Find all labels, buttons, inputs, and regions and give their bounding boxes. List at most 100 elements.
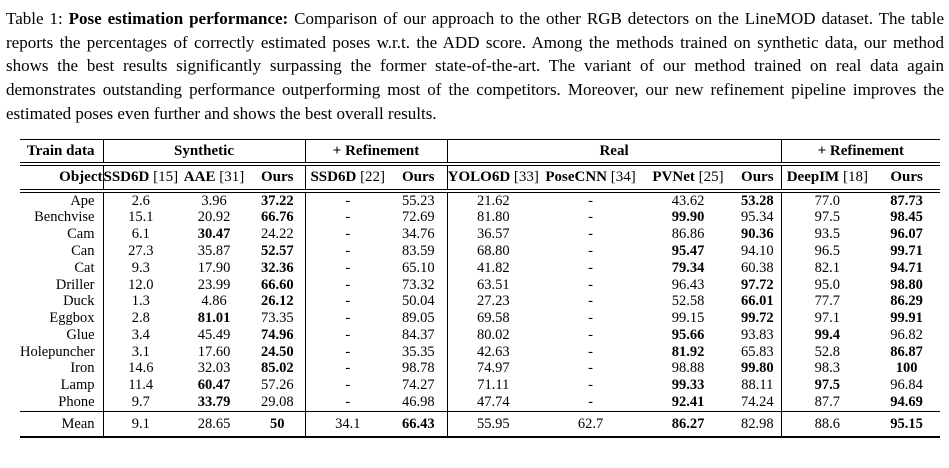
object-label: Phone — [20, 394, 104, 412]
value-cell: 98.88 — [671, 360, 705, 377]
value-cell: 98.80 — [890, 276, 923, 293]
value-cell: 96.82 — [890, 326, 923, 343]
object-label: Duck — [20, 293, 104, 311]
value-cell: 96.43 — [671, 276, 705, 293]
value-cell: 33.79 — [197, 394, 231, 411]
column-header-row: Object SSD6D [15] AAE [31] Ours SSD6D [22] Ou… — [20, 163, 941, 193]
method-header-ours-real: Ours — [734, 163, 782, 193]
value-cell: - — [345, 226, 351, 243]
value-cell: 77.0 — [814, 192, 841, 209]
value-cell: 9.7 — [131, 394, 150, 411]
value-cell: 69.58 — [476, 310, 510, 327]
value-cell: 89.05 — [390, 310, 448, 327]
value-cell: 46.98 — [390, 394, 448, 412]
value-cell: 52.57 — [250, 242, 306, 260]
value-cell: 99.90 — [671, 209, 705, 226]
object-header: Object — [20, 163, 104, 193]
group-header--refinement: + Refinement — [305, 139, 448, 166]
value-cell: 90.36 — [734, 226, 782, 243]
object-label: Cat — [20, 259, 104, 277]
value-cell: 34.1 — [305, 410, 391, 437]
method-citation: [33] — [510, 168, 539, 185]
value-cell: - — [588, 259, 593, 276]
value-cell: 50 — [250, 410, 306, 437]
value-cell: - — [345, 276, 351, 293]
object-row: Ape 2.6 3.96 37.22 - 55.23 21.62 - 43.62 53.28 77.… — [20, 190, 940, 210]
value-cell: 82.98 — [734, 410, 782, 437]
value-cell: 92.41 — [671, 394, 705, 411]
value-cell: - — [588, 394, 593, 411]
value-cell: 24.50 — [250, 343, 306, 361]
method-name: PoseCNN — [545, 168, 607, 185]
method-header-ssd6d22: SSD6D [22] — [305, 163, 391, 193]
value-cell: 95.0 — [814, 276, 841, 293]
value-cell: 3.1 — [131, 343, 150, 360]
value-cell: - — [345, 394, 351, 411]
value-cell: 99.33 — [671, 377, 705, 394]
caption-title: Pose estimation performance: — [68, 9, 289, 28]
value-cell: 99.80 — [734, 360, 782, 378]
method-citation: [22] — [356, 168, 386, 185]
value-cell: 17.60 — [197, 343, 231, 360]
value-cell: 97.5 — [814, 377, 841, 394]
value-cell: 80.02 — [476, 326, 510, 343]
value-cell: 21.62 — [476, 192, 510, 209]
object-row: Iron 14.6 32.03 85.02 - 98.78 74.97 - 98.88 99.80… — [20, 360, 940, 378]
value-cell: - — [588, 209, 593, 226]
value-cell: 94.69 — [890, 394, 923, 411]
value-cell: 86.29 — [890, 293, 923, 310]
value-cell: - — [588, 310, 593, 327]
object-label: Driller — [20, 276, 104, 294]
value-cell: 12.0 — [128, 276, 154, 293]
method-citation: [31] — [215, 168, 245, 185]
value-cell: 27.23 — [476, 293, 510, 310]
value-cell: 86.87 — [890, 343, 923, 360]
method-header-ours-ref1: Ours — [390, 163, 448, 193]
value-cell: 97.5 — [814, 209, 841, 226]
value-cell: 94.10 — [734, 242, 782, 260]
method-name: AAE — [183, 168, 216, 185]
method-name: Ours — [402, 168, 435, 185]
value-cell: 87.73 — [890, 192, 923, 209]
value-cell: 99.15 — [671, 310, 705, 327]
value-cell: 87.7 — [814, 394, 841, 411]
value-cell: 36.57 — [476, 226, 510, 243]
value-cell: 99.72 — [734, 310, 782, 327]
value-cell: - — [588, 360, 593, 377]
object-row: Glue 3.4 45.49 74.96 - 84.37 80.02 - 95.66 93.83 9… — [20, 326, 940, 344]
value-cell: 4.86 — [201, 293, 227, 310]
value-cell: 26.12 — [250, 293, 306, 311]
value-cell: 11.4 — [128, 377, 154, 394]
value-cell: - — [588, 242, 593, 259]
caption-label: Table 1: — [6, 9, 69, 28]
object-row: Duck 1.3 4.86 26.12 - 50.04 27.23 - 52.58 66.01 77… — [20, 293, 940, 311]
group-header-synthetic: Synthetic — [103, 139, 306, 166]
value-cell: 74.96 — [250, 326, 306, 344]
value-cell: 81.80 — [476, 209, 510, 226]
method-name: DeepIM — [786, 168, 840, 185]
value-cell: - — [345, 209, 351, 226]
method-header-deepim18: DeepIM [18] — [781, 163, 874, 193]
object-row: Driller 12.0 23.99 66.60 - 73.32 63.51 - 96.43 97… — [20, 276, 940, 294]
method-name: SSD6D — [103, 168, 150, 185]
object-label: Benchvise — [20, 209, 104, 227]
value-cell: - — [588, 293, 593, 310]
value-cell: 1.3 — [131, 293, 150, 310]
value-cell: 66.43 — [390, 410, 448, 437]
value-cell: 96.84 — [890, 377, 923, 394]
method-name: PVNet — [652, 168, 695, 185]
value-cell: 32.03 — [197, 360, 231, 377]
value-cell: - — [345, 259, 351, 276]
value-cell: 37.22 — [250, 190, 306, 210]
value-cell: 81.92 — [671, 343, 705, 360]
object-row: Lamp 11.4 60.47 57.26 - 74.27 71.11 - 99.33 88.11… — [20, 377, 940, 395]
value-cell: 73.35 — [250, 310, 306, 327]
value-cell: 97.72 — [734, 276, 782, 294]
object-label: Iron — [20, 360, 104, 378]
value-cell: 99.71 — [890, 242, 923, 259]
group-header-real: Real — [447, 139, 782, 166]
method-citation: [15] — [149, 168, 178, 185]
value-cell: 77.7 — [814, 293, 841, 310]
value-cell: 96.07 — [890, 226, 923, 243]
value-cell: 74.27 — [390, 377, 448, 395]
